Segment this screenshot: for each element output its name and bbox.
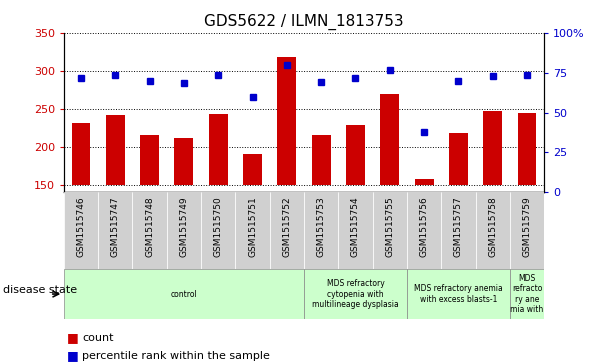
Text: GSM1515754: GSM1515754 bbox=[351, 196, 360, 257]
Text: GSM1515752: GSM1515752 bbox=[282, 196, 291, 257]
Bar bbox=[277, 57, 296, 185]
Text: ■: ■ bbox=[67, 331, 78, 344]
FancyBboxPatch shape bbox=[441, 192, 475, 269]
FancyBboxPatch shape bbox=[304, 269, 407, 319]
FancyBboxPatch shape bbox=[270, 192, 304, 269]
Text: GSM1515750: GSM1515750 bbox=[214, 196, 223, 257]
Text: ■: ■ bbox=[67, 349, 78, 362]
Text: MDS refractory
cytopenia with
multilineage dysplasia: MDS refractory cytopenia with multilinea… bbox=[312, 279, 399, 309]
FancyBboxPatch shape bbox=[373, 192, 407, 269]
Bar bbox=[243, 154, 262, 185]
FancyBboxPatch shape bbox=[98, 192, 133, 269]
Text: GSM1515748: GSM1515748 bbox=[145, 196, 154, 257]
Text: GSM1515749: GSM1515749 bbox=[179, 196, 188, 257]
FancyBboxPatch shape bbox=[510, 192, 544, 269]
Text: GSM1515759: GSM1515759 bbox=[522, 196, 531, 257]
Text: GSM1515755: GSM1515755 bbox=[385, 196, 394, 257]
Bar bbox=[449, 133, 468, 185]
Title: GDS5622 / ILMN_1813753: GDS5622 / ILMN_1813753 bbox=[204, 14, 404, 30]
FancyBboxPatch shape bbox=[167, 192, 201, 269]
Bar bbox=[72, 123, 91, 185]
Text: GSM1515756: GSM1515756 bbox=[420, 196, 429, 257]
Bar bbox=[174, 138, 193, 185]
FancyBboxPatch shape bbox=[64, 269, 304, 319]
Text: count: count bbox=[82, 333, 114, 343]
FancyBboxPatch shape bbox=[475, 192, 510, 269]
Text: MDS
refracto
ry ane
mia with: MDS refracto ry ane mia with bbox=[510, 274, 544, 314]
Text: GSM1515757: GSM1515757 bbox=[454, 196, 463, 257]
FancyBboxPatch shape bbox=[201, 192, 235, 269]
FancyBboxPatch shape bbox=[64, 192, 98, 269]
Text: GSM1515746: GSM1515746 bbox=[77, 196, 86, 257]
FancyBboxPatch shape bbox=[407, 269, 510, 319]
Text: GSM1515747: GSM1515747 bbox=[111, 196, 120, 257]
FancyBboxPatch shape bbox=[235, 192, 270, 269]
Bar bbox=[312, 135, 331, 185]
Bar bbox=[381, 94, 399, 185]
Bar bbox=[209, 114, 227, 185]
FancyBboxPatch shape bbox=[133, 192, 167, 269]
Text: GSM1515751: GSM1515751 bbox=[248, 196, 257, 257]
Text: percentile rank within the sample: percentile rank within the sample bbox=[82, 351, 270, 361]
Text: GSM1515758: GSM1515758 bbox=[488, 196, 497, 257]
FancyBboxPatch shape bbox=[338, 192, 373, 269]
Bar bbox=[483, 111, 502, 185]
Bar bbox=[346, 125, 365, 185]
Text: GSM1515753: GSM1515753 bbox=[317, 196, 326, 257]
FancyBboxPatch shape bbox=[304, 192, 338, 269]
Text: MDS refractory anemia
with excess blasts-1: MDS refractory anemia with excess blasts… bbox=[414, 284, 503, 304]
FancyBboxPatch shape bbox=[510, 269, 544, 319]
Bar bbox=[415, 179, 434, 185]
Bar bbox=[517, 113, 536, 185]
FancyBboxPatch shape bbox=[407, 192, 441, 269]
Text: disease state: disease state bbox=[3, 285, 77, 295]
Bar bbox=[140, 135, 159, 185]
Bar bbox=[106, 115, 125, 185]
Text: control: control bbox=[171, 290, 197, 298]
